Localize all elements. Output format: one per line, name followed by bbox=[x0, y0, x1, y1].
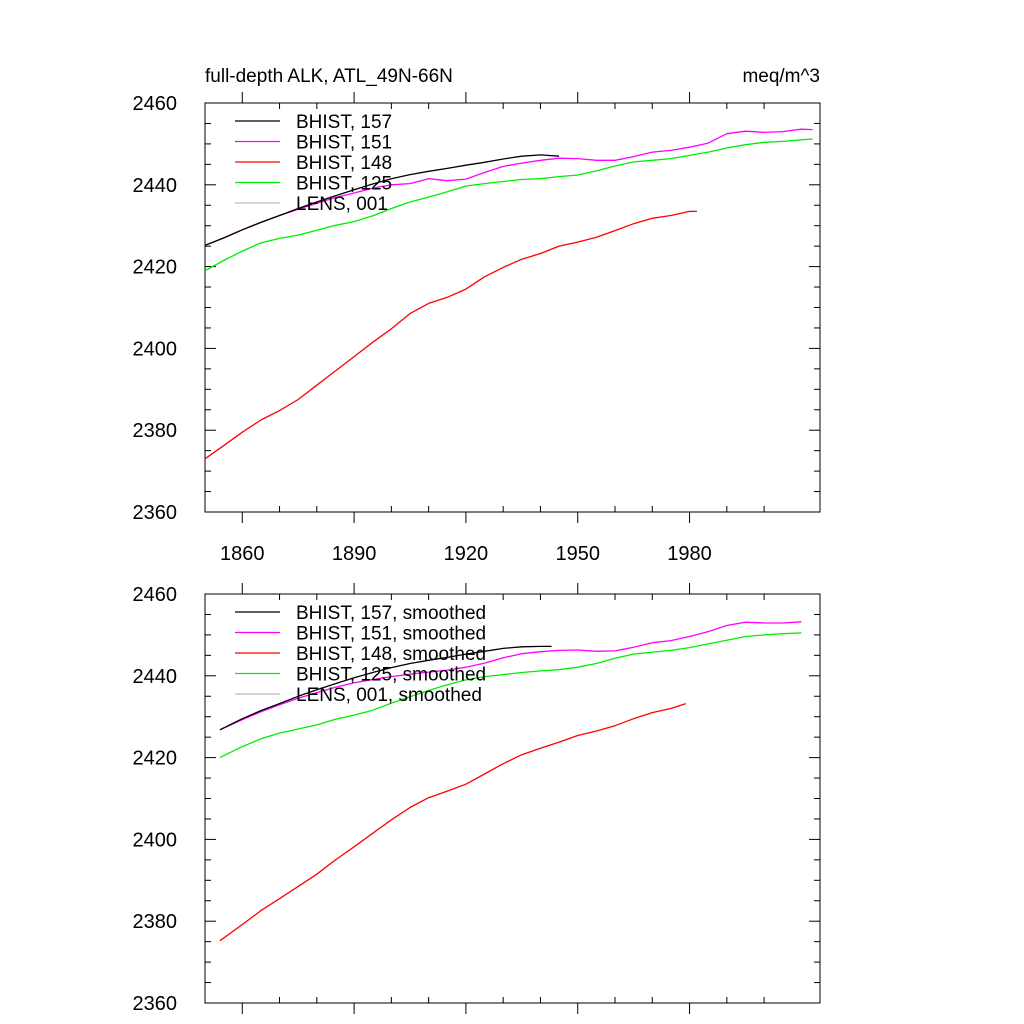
y-tick-label: 2380 bbox=[133, 911, 178, 933]
top-panel: 2360 2380 2400 2420 2440 2460 1860 1890 1920 1950… bbox=[133, 92, 821, 565]
legend-label: BHIST, 148 bbox=[296, 153, 392, 174]
y-tick-label: 2400 bbox=[133, 829, 178, 851]
legend-label: LENS, 001, smoothed bbox=[296, 685, 482, 706]
x-tick-label: 1920 bbox=[444, 543, 489, 565]
legend-label: BHIST, 125, smoothed bbox=[296, 665, 486, 686]
y-tick-label: 2400 bbox=[133, 338, 178, 360]
series-line bbox=[204, 128, 813, 246]
y-tick-label: 2380 bbox=[133, 420, 178, 442]
chart-units: meq/m^3 bbox=[742, 66, 820, 87]
x-tick-label: 1980 bbox=[667, 543, 712, 565]
y-tick-label: 2420 bbox=[133, 748, 178, 770]
legend-label: BHIST, 151 bbox=[296, 133, 392, 154]
series-line bbox=[219, 621, 802, 731]
y-tick-label: 2420 bbox=[133, 257, 178, 279]
x-tick-label: 1860 bbox=[220, 543, 265, 565]
series-line bbox=[219, 645, 552, 731]
legend-label: BHIST, 151, smoothed bbox=[296, 624, 486, 645]
y-tick-label: 2440 bbox=[133, 175, 178, 197]
legend-label: BHIST, 157 bbox=[296, 112, 392, 133]
series-line bbox=[204, 210, 697, 460]
series-line bbox=[219, 702, 687, 942]
series-line bbox=[204, 154, 560, 246]
series-line bbox=[219, 632, 802, 759]
y-tick-label: 2460 bbox=[133, 584, 178, 606]
x-tick-label: 1950 bbox=[555, 543, 600, 565]
series-line bbox=[204, 138, 813, 272]
bottom-panel: 2360 2380 2400 2420 2440 2460 BHIST, 157, smoo… bbox=[133, 583, 821, 1015]
legend-label: LENS, 001 bbox=[296, 194, 388, 215]
chart-title: full-depth ALK, ATL_49N-66N bbox=[205, 66, 453, 87]
legend-label: BHIST, 125 bbox=[296, 174, 392, 195]
y-tick-label: 2440 bbox=[133, 666, 178, 688]
y-tick-label: 2360 bbox=[133, 502, 178, 524]
y-tick-label: 2360 bbox=[133, 993, 178, 1015]
x-tick-label: 1890 bbox=[332, 543, 377, 565]
legend-label: BHIST, 157, smoothed bbox=[296, 603, 486, 624]
legend-label: BHIST, 148, smoothed bbox=[296, 644, 486, 665]
y-tick-label: 2460 bbox=[133, 93, 178, 115]
